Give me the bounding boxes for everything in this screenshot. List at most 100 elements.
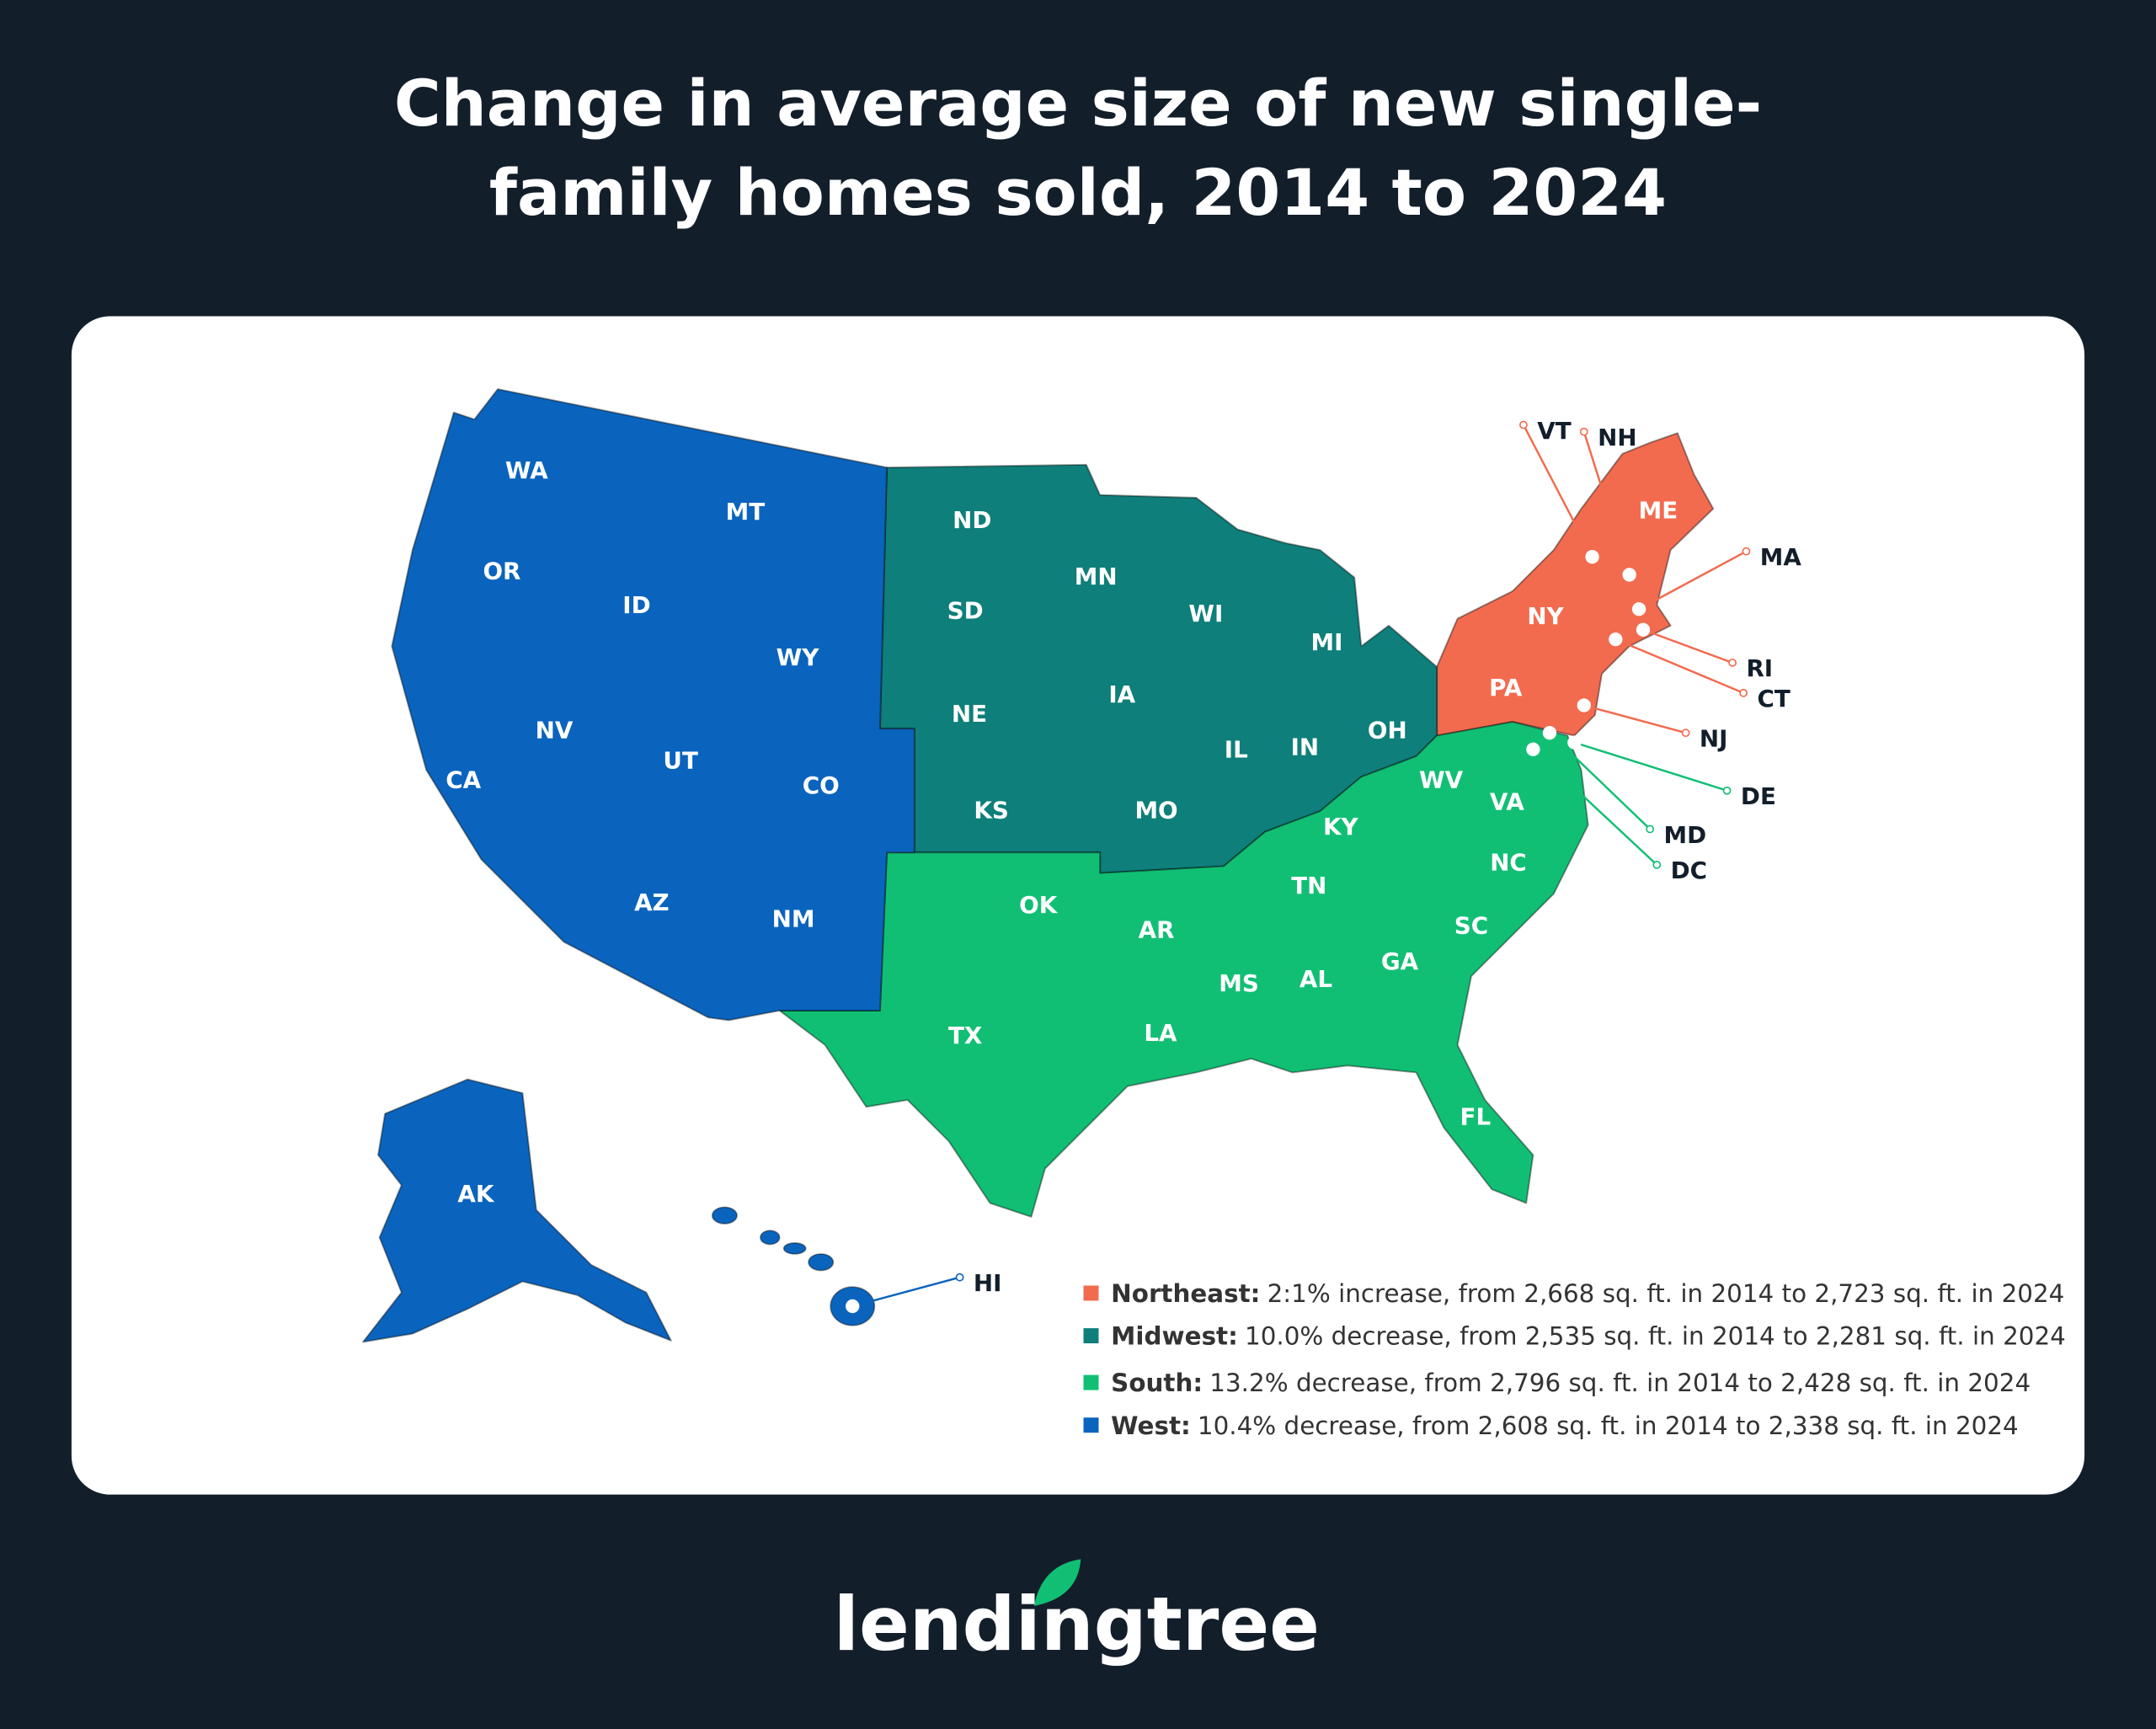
- legend-swatch: [1083, 1285, 1099, 1301]
- state-label: MT: [726, 498, 766, 526]
- leader-line: [1583, 704, 1686, 734]
- leader-end: [1681, 728, 1690, 738]
- title: Change in average size of new single-fam…: [393, 66, 1763, 231]
- leader-line: [1642, 628, 1733, 664]
- state-label: VT: [1537, 417, 1571, 445]
- legend-entry: West: 10.4% decrease, from 2,608 sq. ft. …: [1111, 1411, 2019, 1440]
- leader-dot: [1636, 622, 1651, 637]
- state-label: AK: [457, 1180, 494, 1208]
- leader-line: [851, 1276, 960, 1308]
- leader-end: [955, 1273, 964, 1282]
- region-shape: [391, 388, 915, 1022]
- state-label: MN: [1075, 563, 1118, 590]
- state-label: VA: [1490, 788, 1525, 816]
- state-label: NJ: [1700, 725, 1728, 753]
- legend-swatch: [1083, 1417, 1099, 1433]
- state-label: IA: [1108, 680, 1135, 708]
- state-label: NC: [1490, 848, 1527, 876]
- leader-dot: [1567, 735, 1582, 750]
- region-shape: [760, 1230, 781, 1246]
- state-label: NV: [536, 717, 574, 744]
- state-label: GA: [1381, 947, 1419, 975]
- leader-line: [1638, 550, 1748, 611]
- state-label: AR: [1139, 915, 1175, 943]
- legend-label: Northeast:: [1111, 1279, 1260, 1308]
- leader-line: [1522, 424, 1593, 558]
- state-label: WA: [505, 456, 548, 484]
- state-label: NM: [772, 905, 815, 932]
- state-label: AL: [1299, 965, 1332, 993]
- leader-dot: [1585, 550, 1599, 564]
- state-label: WY: [776, 643, 820, 671]
- leader-end: [1519, 420, 1528, 430]
- state-label: IN: [1291, 733, 1320, 760]
- leader-dot: [1631, 602, 1646, 616]
- leader-dot: [1622, 568, 1636, 582]
- leader-end: [1722, 786, 1732, 795]
- state-label: FL: [1460, 1102, 1492, 1130]
- state-label: OR: [483, 557, 520, 584]
- brand: lendingtree: [834, 1581, 1320, 1668]
- state-label: NY: [1527, 602, 1564, 630]
- legend-entry: Midwest: 10.0% decrease, from 2,535 sq. f…: [1111, 1322, 2066, 1351]
- state-label: MD: [1663, 821, 1706, 849]
- state-label: OK: [1019, 891, 1059, 919]
- region-shape: [778, 721, 1589, 1218]
- leader-dot: [1542, 726, 1557, 740]
- leader-line: [1614, 638, 1744, 694]
- logo-leaf: [1033, 1559, 1081, 1606]
- state-label: ND: [953, 506, 991, 534]
- legend-swatch: [1083, 1374, 1099, 1390]
- state-label: CA: [446, 766, 481, 793]
- legend-label: South:: [1111, 1369, 1203, 1397]
- state-label: UT: [663, 747, 698, 775]
- legend-entry: Northeast: 2:1% increase, from 2,668 sq. …: [1111, 1279, 2064, 1308]
- state-label: DC: [1671, 856, 1707, 884]
- leader-dot: [1609, 632, 1623, 647]
- region-shape: [808, 1253, 835, 1272]
- state-label: ME: [1639, 496, 1678, 524]
- leader-end: [1739, 688, 1748, 697]
- state-label: NE: [952, 700, 987, 728]
- region-shape: [362, 1078, 672, 1343]
- state-label: MA: [1760, 543, 1802, 571]
- state-label: TN: [1291, 872, 1326, 899]
- leader-line: [1574, 741, 1727, 792]
- leader-end: [1646, 824, 1655, 834]
- state-label: IL: [1225, 736, 1248, 764]
- legend-entry: South: 13.2% decrease, from 2,796 sq. ft.…: [1111, 1369, 2031, 1397]
- legend-label: West:: [1111, 1411, 1191, 1440]
- state-label: AZ: [634, 889, 670, 916]
- state-label: LA: [1144, 1019, 1177, 1047]
- state-label: WV: [1419, 766, 1464, 793]
- legend-description: 10.0% decrease, from 2,535 sq. ft. in 20…: [1245, 1322, 2066, 1351]
- legend-swatch: [1083, 1328, 1099, 1344]
- leader-dot: [1577, 698, 1591, 712]
- leader-end: [1742, 547, 1751, 556]
- state-label: WI: [1188, 600, 1223, 627]
- leader-end: [1579, 427, 1588, 436]
- region-shape: [1436, 432, 1715, 737]
- state-label: MS: [1219, 969, 1259, 997]
- leader-line: [1582, 431, 1630, 575]
- legend-label: Midwest:: [1111, 1322, 1238, 1351]
- leader-line: [1532, 748, 1658, 866]
- state-label: SD: [947, 597, 984, 625]
- legend-description: 10.4% decrease, from 2,608 sq. ft. in 20…: [1198, 1411, 2019, 1440]
- state-label: CO: [803, 771, 840, 799]
- state-label: NH: [1598, 424, 1636, 451]
- leader-line: [1549, 732, 1652, 830]
- state-label: OH: [1368, 717, 1407, 744]
- region-shape: [782, 1242, 807, 1255]
- state-label: PA: [1489, 674, 1523, 702]
- legend-description: 2:1% increase, from 2,668 sq. ft. in 201…: [1267, 1279, 2065, 1308]
- leader-dot: [846, 1299, 860, 1314]
- leader-dot: [1526, 742, 1540, 756]
- legend-description: 13.2% decrease, from 2,796 sq. ft. in 20…: [1209, 1369, 2031, 1397]
- region-shape: [711, 1206, 738, 1225]
- state-label: MI: [1311, 628, 1343, 656]
- state-label: MO: [1134, 796, 1177, 824]
- state-label: KS: [974, 796, 1009, 824]
